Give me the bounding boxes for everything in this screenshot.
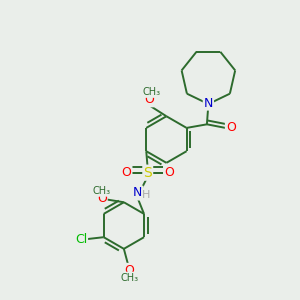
Text: N: N: [204, 97, 213, 110]
Text: O: O: [122, 166, 131, 179]
Text: S: S: [143, 166, 152, 180]
Text: H: H: [142, 190, 150, 200]
Text: Cl: Cl: [75, 233, 87, 246]
Text: CH₃: CH₃: [93, 186, 111, 196]
Text: N: N: [133, 187, 142, 200]
Text: O: O: [164, 166, 174, 179]
Text: CH₃: CH₃: [142, 87, 160, 97]
Text: CH₃: CH₃: [120, 272, 138, 283]
Text: O: O: [226, 121, 236, 134]
Text: O: O: [97, 192, 107, 205]
Text: O: O: [144, 93, 154, 106]
Text: O: O: [124, 264, 134, 277]
